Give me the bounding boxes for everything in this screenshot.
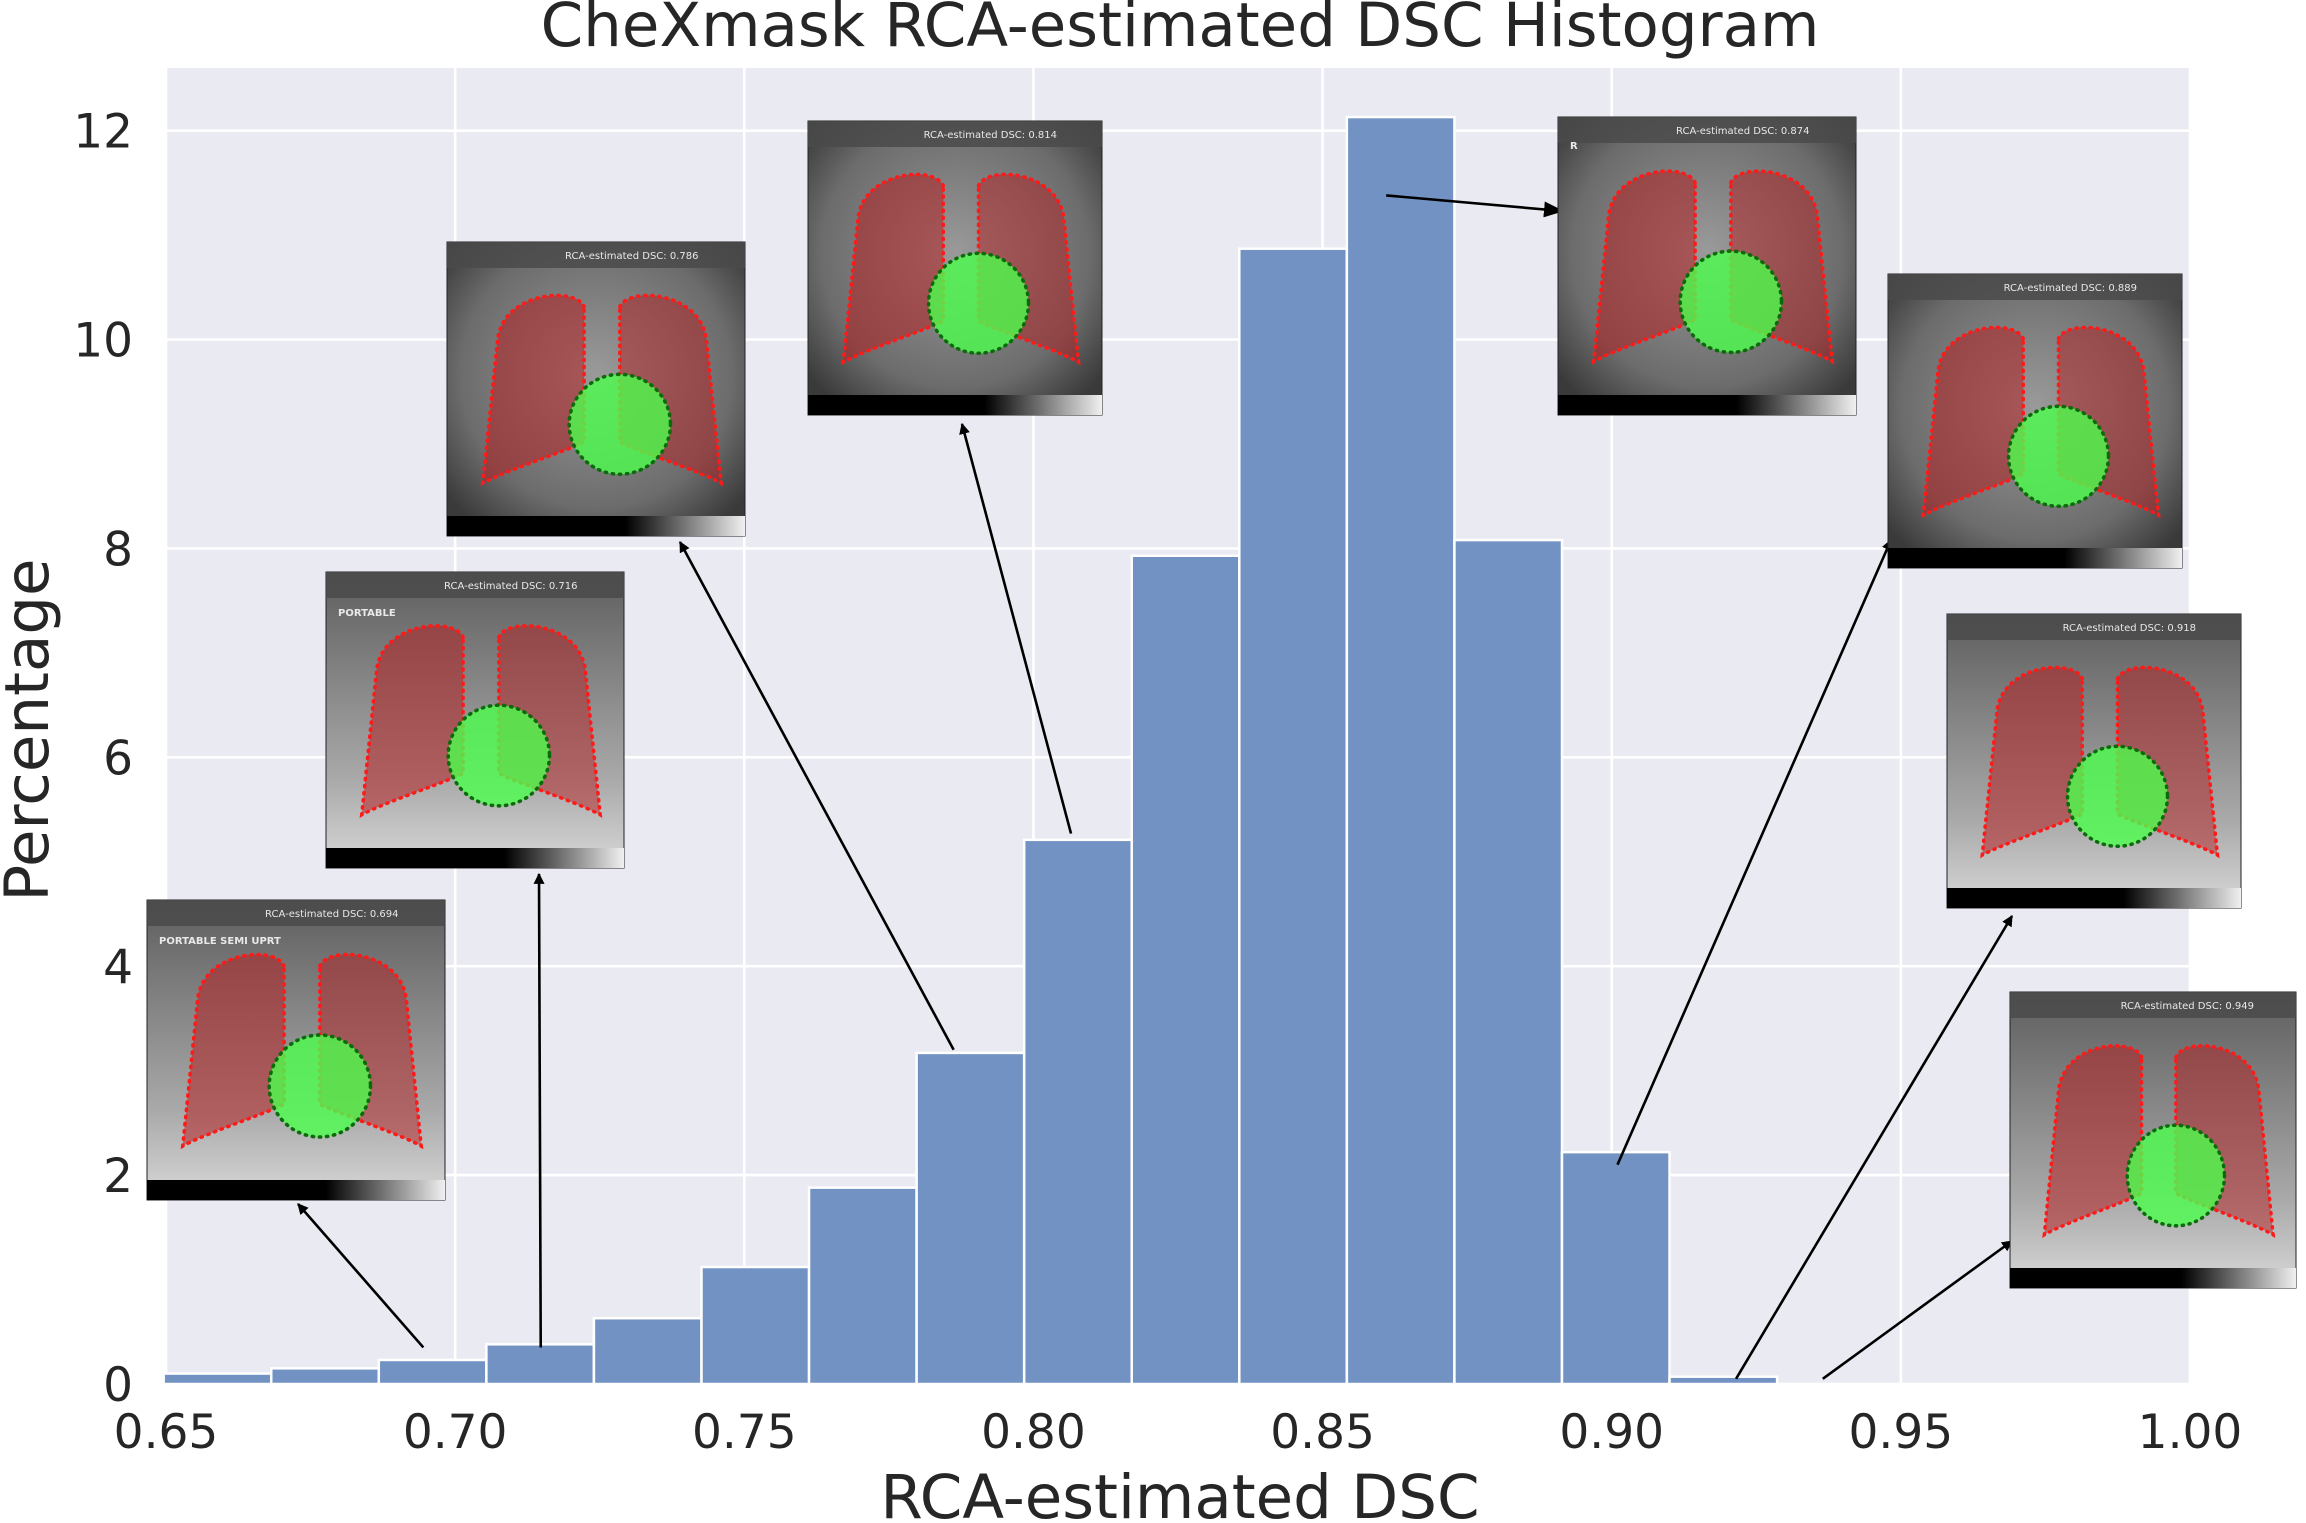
inset-caption: RCA-estimated DSC: 0.814 xyxy=(924,130,1057,141)
right-lung-mask xyxy=(1980,665,2085,859)
histogram-bar xyxy=(1560,1150,1671,1386)
x-tick-label: 0.65 xyxy=(114,1405,219,1460)
annotation-arrow xyxy=(1386,194,1564,218)
annotation-arrow xyxy=(297,1203,425,1349)
right-lung-mask xyxy=(1921,325,2026,519)
histogram-bar xyxy=(915,1051,1026,1386)
x-tick-label: 0.85 xyxy=(1270,1405,1375,1460)
histogram-bar xyxy=(1130,554,1241,1386)
xray-inset: RCA-estimated DSC: 0.874 R xyxy=(1557,116,1857,416)
y-tick-label: 10 xyxy=(73,314,133,369)
y-tick-label: 6 xyxy=(103,731,133,786)
right-lung-mask xyxy=(1591,169,1697,365)
annotation-arrow xyxy=(678,541,955,1051)
heart-mask xyxy=(2006,404,2111,509)
y-tick-label: 8 xyxy=(103,522,133,577)
annotation-arrow xyxy=(533,872,545,1348)
histogram-bar xyxy=(1238,247,1349,1386)
y-axis-label: Percentage xyxy=(0,558,63,901)
heart-mask xyxy=(567,372,673,477)
heart-mask xyxy=(1678,249,1784,355)
heart-mask xyxy=(267,1033,373,1139)
histogram-bar xyxy=(1345,115,1456,1386)
x-tick-label: 0.90 xyxy=(1559,1405,1664,1460)
inset-caption: RCA-estimated DSC: 0.716 xyxy=(444,581,577,592)
annotation-arrow xyxy=(1616,538,1893,1166)
inset-marker-label: PORTABLE SEMI UPRT xyxy=(159,936,281,947)
inset-caption: RCA-estimated DSC: 0.889 xyxy=(2004,283,2137,294)
inset-caption: RCA-estimated DSC: 0.694 xyxy=(265,909,398,920)
chart-title: CheXmask RCA-estimated DSC Histogram xyxy=(541,0,1820,61)
xray-inset: RCA-estimated DSC: 0.814 xyxy=(807,120,1103,416)
right-lung-mask xyxy=(841,172,946,366)
xray-inset: RCA-estimated DSC: 0.694 PORTABLE SEMI UP… xyxy=(146,899,446,1201)
histogram-bar xyxy=(1453,538,1564,1386)
histogram-bar xyxy=(807,1186,918,1386)
heart-mask xyxy=(2125,1123,2227,1228)
inset-caption: RCA-estimated DSC: 0.918 xyxy=(2063,623,2196,634)
histogram-bar xyxy=(1668,1375,1779,1386)
y-tick-label: 0 xyxy=(103,1358,133,1413)
right-lung-mask xyxy=(359,624,465,818)
y-tick-label: 2 xyxy=(103,1149,133,1204)
y-tick-label: 4 xyxy=(103,940,133,995)
histogram-bar xyxy=(700,1265,811,1386)
x-tick-label: 0.70 xyxy=(403,1405,508,1460)
x-tick-label: 0.95 xyxy=(1849,1405,1954,1460)
annotation-arrow xyxy=(959,422,1073,834)
right-lung-mask xyxy=(2042,1044,2144,1238)
inset-marker-label: PORTABLE xyxy=(338,608,396,619)
right-lung-mask xyxy=(180,952,286,1150)
right-lung-mask xyxy=(480,293,586,487)
heart-mask xyxy=(2065,744,2170,849)
x-tick-label: 0.80 xyxy=(981,1405,1086,1460)
histogram-bar xyxy=(592,1316,703,1386)
x-tick-label: 0.75 xyxy=(692,1405,797,1460)
annotation-arrow xyxy=(1734,915,2014,1380)
heart-mask xyxy=(926,251,1031,356)
inset-caption: RCA-estimated DSC: 0.874 xyxy=(1676,126,1809,137)
xray-inset: RCA-estimated DSC: 0.786 xyxy=(446,241,746,537)
x-axis-label: RCA-estimated DSC xyxy=(880,1462,1479,1523)
inset-marker-label: R xyxy=(1570,141,1578,152)
xray-inset: RCA-estimated DSC: 0.918 xyxy=(1946,613,2242,909)
inset-caption: RCA-estimated DSC: 0.786 xyxy=(565,251,698,262)
histogram-bar xyxy=(377,1358,488,1386)
histogram-bar xyxy=(162,1372,273,1386)
y-tick-label: 12 xyxy=(73,105,133,160)
xray-inset: RCA-estimated DSC: 0.716 PORTABLE xyxy=(325,571,625,869)
x-tick-label: 1.00 xyxy=(2138,1405,2243,1460)
xray-inset: RCA-estimated DSC: 0.949 xyxy=(2009,991,2297,1289)
annotation-arrow xyxy=(1822,1239,2013,1380)
inset-caption: RCA-estimated DSC: 0.949 xyxy=(2121,1001,2254,1012)
histogram-bar xyxy=(1022,838,1133,1386)
heart-mask xyxy=(446,703,552,808)
histogram-bar xyxy=(485,1343,596,1386)
xray-inset: RCA-estimated DSC: 0.889 xyxy=(1887,273,2183,569)
histogram-bar xyxy=(269,1367,381,1386)
